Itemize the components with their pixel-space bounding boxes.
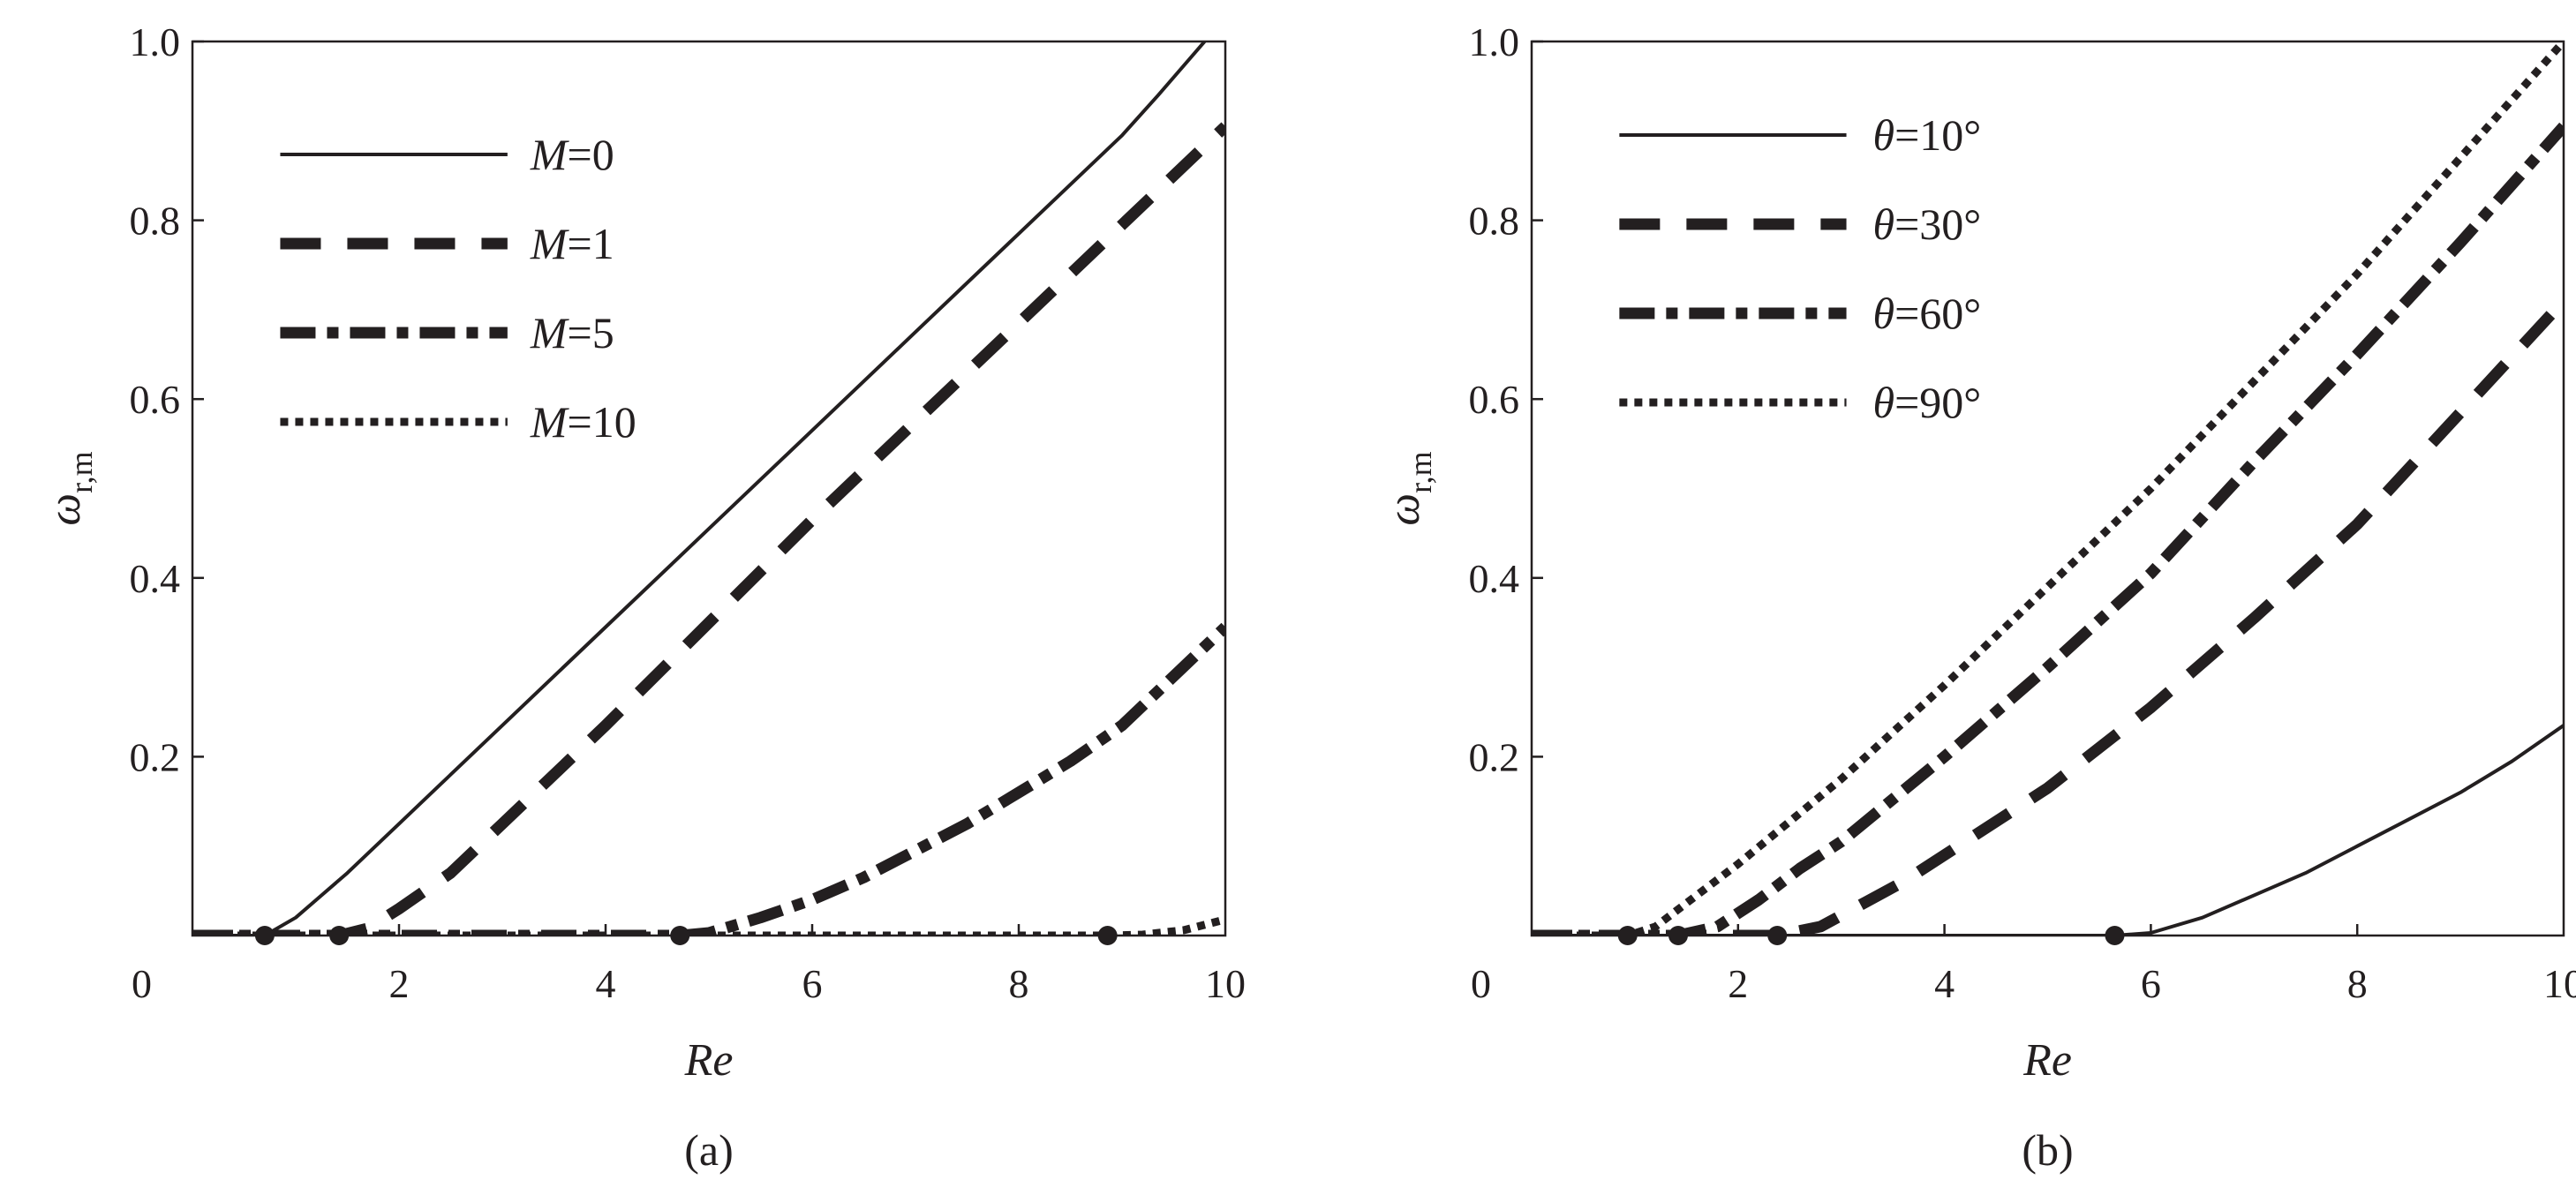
y-tick-label: 0.8 [1469,199,1520,244]
legend-value: =30° [1894,199,1981,249]
x-tick-label: 2 [389,961,410,1006]
chart-panel-a: 0.20.40.60.81.00 2 4 6 8 10Reωr,m(a)M=0M=1M=5… [40,19,1246,1175]
y-tick-label: 0.8 [130,199,181,244]
y-tick-label: 1.0 [130,19,181,64]
onset-marker [2105,926,2125,945]
series-line-dashed [1532,297,2564,936]
x-tick-label: 6 [2141,961,2161,1006]
y-tick-label: 0.4 [1469,556,1520,601]
legend-label: M=10 [530,397,636,447]
y-axis-title: ωr,m [1379,451,1438,525]
x-tick-label: 8 [1009,961,1029,1006]
onset-marker [254,926,275,945]
x-tick-label: 6 [802,961,823,1006]
series-line-dashdot [1532,122,2564,936]
legend-symbol: θ [1873,289,1895,338]
y-tick-label: 0.4 [130,556,181,601]
chart-panel-b: 0.20.40.60.81.00 2 4 6 8 10Reωr,m(b)θ=10°θ=30… [1379,19,2576,1175]
y-axis-symbol: ω [40,493,90,526]
series-line-dotted [192,915,1225,936]
y-tick-label: 1.0 [1469,19,1520,64]
legend-symbol: M [530,219,569,268]
x-tick-label: 4 [1934,961,1955,1006]
x-tick-label: 8 [2347,961,2368,1006]
x-tick-label: 0 [1471,961,1491,1006]
y-axis-subscript: r,m [64,451,99,493]
onset-marker [1097,926,1118,945]
legend-value: =0 [568,130,614,179]
series-line-dashdot [192,622,1225,936]
legend-value: =90° [1894,378,1981,427]
onset-marker [670,926,690,945]
x-tick-label: 0 [132,961,152,1006]
x-tick-label: 2 [1728,961,1748,1006]
x-tick-label: 4 [596,961,616,1006]
y-axis-symbol: ω [1379,493,1429,526]
series-line-solid [1532,724,2564,936]
legend-symbol: θ [1873,110,1895,160]
x-axis-title: Re [684,1035,734,1086]
legend-label: M=5 [530,308,614,357]
legend-label: M=0 [530,130,614,179]
y-tick-label: 0.6 [130,377,181,422]
series-line-solid [192,41,1207,936]
x-tick-label: 10 [2543,961,2576,1006]
panel-caption: (a) [684,1125,734,1175]
legend-symbol: M [530,397,569,447]
legend-value: =5 [568,308,614,357]
legend-label: θ=60° [1873,289,1982,338]
y-axis-title: ωr,m [40,451,99,525]
onset-marker [1617,926,1638,945]
onset-marker [1668,926,1688,945]
plot-frame [1530,40,2565,937]
onset-marker [329,926,350,945]
legend-label: θ=10° [1873,110,1982,160]
legend-symbol: θ [1873,199,1895,249]
legend-symbol: M [530,308,569,357]
legend-value: =1 [568,219,614,268]
x-tick-label: 10 [1205,961,1246,1006]
y-tick-label: 0.2 [1469,734,1520,779]
x-axis-title: Re [2022,1035,2072,1086]
onset-marker [1767,926,1788,945]
y-axis-subscript: r,m [1403,451,1438,493]
legend-label: θ=30° [1873,199,1982,249]
plot-frame [191,40,1227,937]
legend-label: θ=90° [1873,378,1982,427]
panel-caption: (b) [2022,1125,2073,1175]
legend-value: =10 [568,397,636,447]
legend-value: =60° [1894,289,1981,338]
legend-symbol: θ [1873,378,1895,427]
y-tick-label: 0.2 [130,734,181,779]
y-tick-label: 0.6 [1469,377,1520,422]
legend-symbol: M [530,130,569,179]
legend-label: M=1 [530,219,614,268]
series-line-dotted [1532,41,2564,936]
series-line-dashed [192,122,1225,936]
legend-value: =10° [1894,110,1981,160]
